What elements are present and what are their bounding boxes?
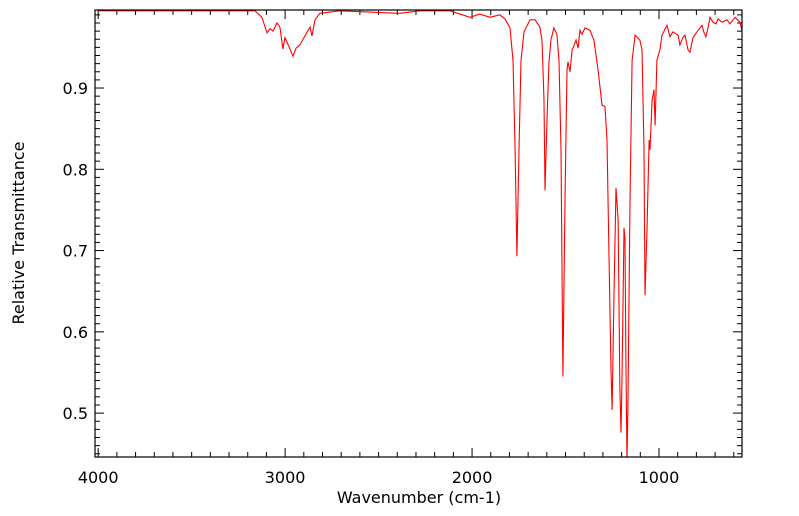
x-tick-label: 2000 xyxy=(452,468,493,487)
y-axis-title: Relative Transmittance xyxy=(9,141,28,324)
axis-ticks xyxy=(95,10,742,457)
spectrum-line xyxy=(98,10,742,457)
y-tick-label: 0.7 xyxy=(63,242,88,261)
x-tick-label: 1000 xyxy=(639,468,680,487)
y-tick-label: 0.6 xyxy=(63,323,88,342)
y-tick-label: 0.5 xyxy=(63,404,88,423)
y-tick-label: 0.9 xyxy=(63,79,88,98)
x-axis-title: Wavenumber (cm-1) xyxy=(337,488,501,507)
x-tick-label: 3000 xyxy=(265,468,306,487)
x-tick-label: 4000 xyxy=(78,468,119,487)
axis-tick-labels: 4000 3000 2000 1000 0.5 0.6 0.7 0.8 0.9 xyxy=(63,79,680,487)
plot-frame xyxy=(94,9,743,458)
y-tick-label: 0.8 xyxy=(63,160,88,179)
